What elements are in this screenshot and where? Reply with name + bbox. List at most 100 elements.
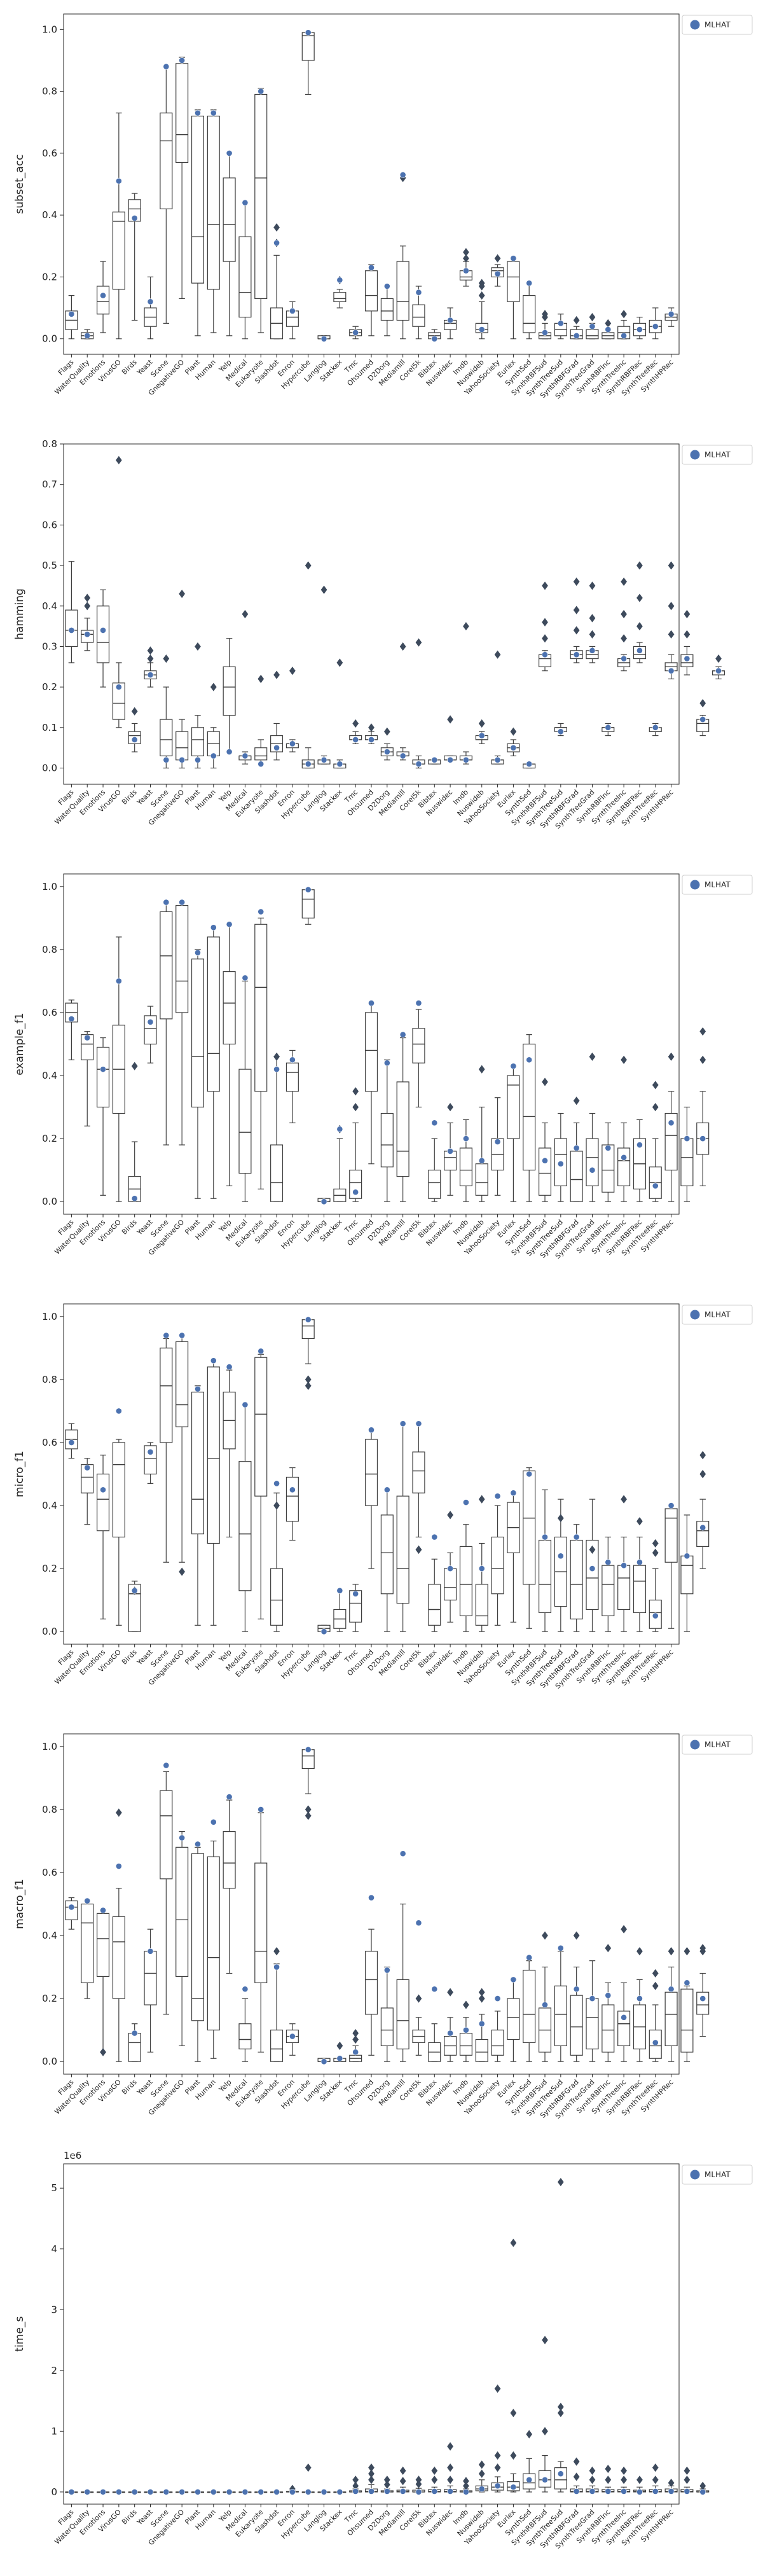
box-group bbox=[191, 949, 205, 1199]
outlier-point bbox=[684, 630, 691, 639]
mlhat-marker bbox=[368, 737, 375, 743]
mlhat-marker bbox=[668, 2488, 675, 2495]
iqr-box bbox=[191, 1392, 205, 1535]
outlier-point bbox=[179, 590, 186, 599]
outlier-point bbox=[542, 618, 548, 627]
mlhat-marker bbox=[526, 761, 533, 768]
box-group bbox=[207, 1818, 220, 2059]
mlhat-marker bbox=[352, 2488, 359, 2495]
mlhat-marker bbox=[463, 1499, 469, 1506]
mlhat-marker bbox=[463, 1135, 469, 1142]
box-group bbox=[349, 2476, 362, 2495]
box-group bbox=[223, 638, 236, 755]
mlhat-marker bbox=[368, 1427, 375, 1434]
box-group bbox=[238, 1986, 252, 2062]
outlier-point bbox=[431, 2476, 438, 2484]
outlier-point bbox=[163, 654, 170, 663]
mlhat-marker bbox=[510, 1490, 517, 1497]
box-group bbox=[491, 1493, 504, 1626]
box-group bbox=[507, 1490, 520, 1623]
mlhat-marker bbox=[100, 2488, 106, 2495]
legend-label: MLHAT bbox=[705, 20, 731, 29]
mlhat-marker bbox=[605, 1559, 612, 1566]
iqr-box bbox=[586, 1998, 599, 2049]
iqr-box bbox=[97, 606, 110, 663]
x-tick-label: Birds bbox=[120, 358, 139, 377]
box-group bbox=[586, 1960, 599, 2062]
box-group bbox=[97, 1907, 110, 2056]
box-group bbox=[238, 609, 252, 765]
box-group bbox=[459, 247, 472, 287]
box-group bbox=[65, 2488, 78, 2495]
iqr-box bbox=[396, 1495, 409, 1604]
box-group bbox=[428, 1534, 441, 1632]
box-group bbox=[649, 2463, 662, 2495]
y-tick-label: 0.4 bbox=[42, 1500, 57, 1511]
box-group bbox=[523, 2430, 536, 2493]
mlhat-marker bbox=[510, 2484, 517, 2491]
iqr-box bbox=[507, 1075, 520, 1139]
outlier-point bbox=[147, 646, 154, 655]
mlhat-marker bbox=[589, 647, 596, 654]
mlhat-marker bbox=[242, 2488, 249, 2495]
iqr-box bbox=[349, 1590, 362, 1623]
box-group bbox=[207, 682, 220, 769]
box-group bbox=[554, 1944, 567, 2062]
iqr-box bbox=[160, 911, 173, 1020]
mlhat-marker bbox=[226, 749, 233, 755]
mlhat-marker bbox=[447, 756, 454, 763]
mlhat-marker bbox=[258, 908, 265, 915]
box-group bbox=[333, 1587, 347, 1632]
box-group bbox=[412, 1420, 425, 1554]
iqr-box bbox=[364, 1951, 378, 2015]
box-group bbox=[491, 2384, 504, 2493]
mlhat-marker bbox=[715, 667, 722, 674]
box-group bbox=[144, 1006, 157, 1063]
mlhat-marker bbox=[195, 109, 201, 116]
legend: MLHAT bbox=[682, 1735, 753, 1755]
mlhat-marker bbox=[242, 752, 249, 759]
outlier-point bbox=[542, 1931, 548, 1940]
box-group bbox=[285, 2023, 299, 2056]
y-tick-label: 0.6 bbox=[42, 1867, 57, 1878]
outlier-point bbox=[383, 727, 390, 736]
iqr-box bbox=[301, 32, 315, 61]
mlhat-marker bbox=[352, 2049, 359, 2056]
box-group bbox=[160, 63, 173, 324]
mlhat-marker bbox=[510, 744, 517, 751]
iqr-box bbox=[81, 1903, 94, 1983]
box-group bbox=[380, 283, 394, 336]
outlier-point bbox=[447, 1988, 453, 1997]
box-group bbox=[301, 886, 315, 925]
box-group bbox=[112, 936, 125, 1202]
mlhat-marker bbox=[100, 1066, 106, 1073]
iqr-box bbox=[191, 115, 205, 284]
iqr-box bbox=[160, 113, 173, 210]
y-tick-label: 0.8 bbox=[42, 1804, 57, 1815]
mlhat-marker bbox=[383, 2488, 390, 2495]
outlier-point bbox=[699, 1469, 706, 1479]
box-group bbox=[81, 1031, 94, 1126]
box-group bbox=[507, 727, 520, 757]
iqr-box bbox=[380, 1514, 394, 1595]
box-group bbox=[696, 1027, 710, 1187]
mlhat-marker bbox=[478, 732, 485, 739]
y-axis-label: hamming bbox=[13, 588, 26, 640]
box-group bbox=[128, 2023, 141, 2062]
iqr-box bbox=[586, 1539, 599, 1610]
box-group bbox=[586, 1499, 599, 1632]
mlhat-marker bbox=[242, 199, 249, 206]
box-group bbox=[696, 699, 710, 737]
mlhat-marker bbox=[621, 1154, 628, 1161]
outlier-point bbox=[557, 2402, 564, 2411]
mlhat-marker bbox=[652, 2039, 659, 2046]
mlhat-marker bbox=[383, 1060, 390, 1067]
outlier-point bbox=[431, 2466, 438, 2476]
box-group bbox=[160, 1332, 173, 1563]
mlhat-marker bbox=[447, 2030, 454, 2037]
y-tick-label: 0.6 bbox=[42, 519, 57, 530]
box-group bbox=[270, 223, 284, 340]
mlhat-marker bbox=[383, 749, 390, 755]
iqr-box bbox=[396, 1979, 409, 2049]
